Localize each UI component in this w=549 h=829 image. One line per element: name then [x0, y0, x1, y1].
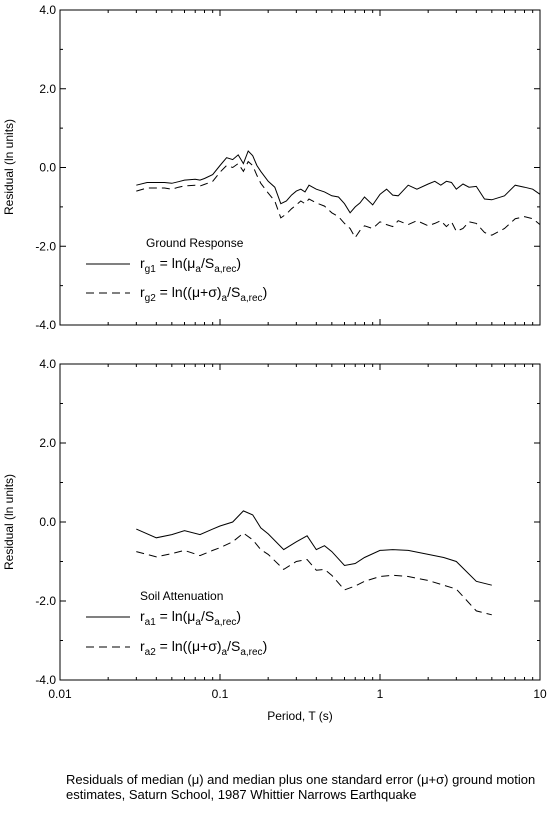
y-axis-label: Residual (ln units) — [2, 119, 16, 215]
legend: rg1 = ln(μa/Sa,rec) rg2 = ln((μ+σ)a/Sa,re… — [86, 255, 267, 304]
x-tick-label: 0.1 — [212, 687, 229, 701]
series-group — [136, 150, 541, 239]
y-tick-label: 4.0 — [39, 3, 56, 17]
legend-label-2: rg2 = ln((μ+σ)a/Sa,rec) — [140, 284, 267, 304]
x-tick-label: 10 — [533, 687, 547, 701]
figure-caption: Residuals of median (μ) and median plus … — [66, 772, 536, 802]
legend-label-1: rg1 = ln(μa/Sa,rec) — [140, 255, 241, 275]
y-axis-label: Residual (ln units) — [2, 474, 16, 570]
x-axis-label: Period, T (s) — [267, 709, 333, 723]
series-line-2 — [136, 160, 541, 239]
y-tick-label: -2.0 — [35, 594, 56, 608]
x-tick-label: 0.01 — [48, 687, 72, 701]
y-tick-label: -2.0 — [35, 239, 56, 253]
soil-attenuation-panel: 4.0 2.0 0.0 -2.0 -4.0 0.01 0.1 1 10 Residual (l… — [2, 357, 547, 723]
ground-response-panel: 4.0 2.0 0.0 -2.0 -4.0 Residual (ln units) Gr… — [2, 3, 541, 332]
y-axis: 4.0 2.0 0.0 -2.0 -4.0 — [35, 3, 540, 332]
x-axis — [59, 10, 534, 325]
x-tick-label: 1 — [377, 687, 384, 701]
series-group — [136, 510, 492, 616]
y-axis: 4.0 2.0 0.0 -2.0 -4.0 — [35, 357, 540, 687]
y-tick-label: -4.0 — [35, 673, 56, 687]
y-tick-label: 4.0 — [39, 357, 56, 371]
legend: ra1 = ln(μa/Sa,rec) ra2 = ln((μ+σ)a/Sa,re… — [86, 608, 267, 658]
y-tick-label: 2.0 — [39, 436, 56, 450]
plot-frame — [59, 9, 541, 326]
legend-label-2: ra2 = ln((μ+σ)a/Sa,rec) — [140, 638, 267, 658]
panel-title: Soil Attenuation — [140, 589, 223, 603]
panel-title: Ground Response — [146, 236, 244, 250]
series-line-1 — [136, 510, 492, 586]
legend-label-1: ra1 = ln(μa/Sa,rec) — [140, 608, 241, 628]
y-tick-label: 0.0 — [39, 161, 56, 175]
series-line-2 — [136, 532, 492, 616]
x-axis: 0.01 0.1 1 10 — [48, 364, 547, 701]
y-tick-label: 0.0 — [39, 515, 56, 529]
series-line-1 — [136, 150, 541, 214]
y-tick-label: 2.0 — [39, 82, 56, 96]
y-tick-label: -4.0 — [35, 318, 56, 332]
plot-frame — [59, 363, 541, 681]
